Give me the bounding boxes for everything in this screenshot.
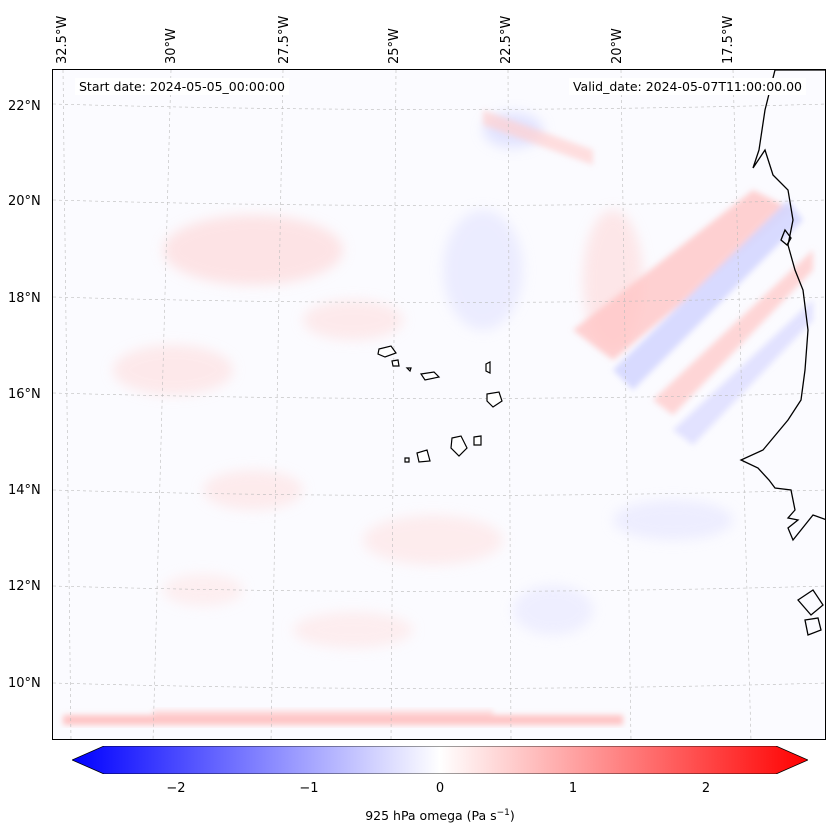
lat-label-20n: 20°N <box>8 194 41 209</box>
lat-label-12n: 12°N <box>8 579 41 594</box>
lat-label-18n: 18°N <box>8 291 41 306</box>
graticule <box>53 70 825 739</box>
lon-label-25w: 25°W <box>387 28 402 64</box>
colorbar-tick-minus1: −1 <box>299 781 319 796</box>
lat-label-14n: 14°N <box>8 483 41 498</box>
start-date-label: Start date: 2024-05-05_00:00:00 <box>75 78 289 95</box>
lon-label-17-5w: 17.5°W <box>721 15 736 64</box>
lat-label-22n: 22°N <box>8 99 41 114</box>
lat-label-10n: 10°N <box>8 676 41 691</box>
colorbar-tick-2: 2 <box>701 781 711 796</box>
lon-label-32-5w: 32.5°W <box>55 15 70 64</box>
cape-verde-islands <box>377 345 503 463</box>
colorbar-tick-minus2: −2 <box>166 781 186 796</box>
lon-label-22-5w: 22.5°W <box>499 15 514 64</box>
omega-map <box>52 69 826 740</box>
colorbar-tick-0: 0 <box>435 781 445 796</box>
colorbar-label: 925 hPa omega (Pa s−1) <box>365 808 515 824</box>
lon-label-20w: 20°W <box>610 28 625 64</box>
colorbar <box>72 746 808 774</box>
lon-label-30w: 30°W <box>164 28 179 64</box>
omega-field <box>63 110 813 725</box>
valid-date-label: Valid_date: 2024-05-07T11:00:00.00 <box>568 78 806 95</box>
lat-label-16n: 16°N <box>8 387 41 402</box>
lon-label-27-5w: 27.5°W <box>277 15 292 64</box>
map-canvas <box>53 70 825 739</box>
africa-coastline <box>739 70 825 636</box>
colorbar-tick-1: 1 <box>568 781 578 796</box>
